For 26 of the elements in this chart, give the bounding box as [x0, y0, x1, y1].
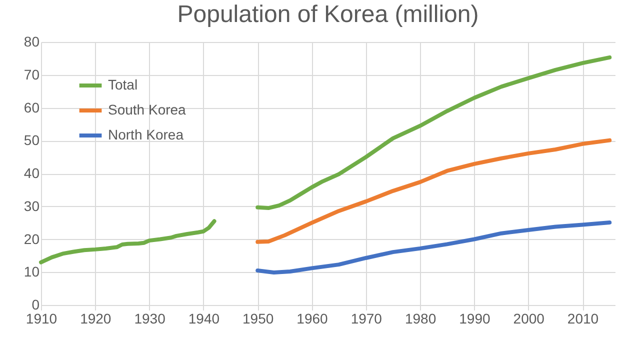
- line-series: [256, 138, 612, 244]
- x-tick-label: 1980: [404, 310, 436, 326]
- x-tick-label: 1990: [459, 310, 490, 326]
- legend-label: North Korea: [108, 126, 184, 142]
- y-tick-label: 10: [24, 264, 40, 280]
- y-tick-label: 40: [24, 165, 40, 181]
- line-series: [256, 220, 612, 274]
- y-tick-label: 70: [24, 66, 40, 82]
- y-tick-label: 60: [24, 99, 40, 116]
- chart-title: Population of Korea (million): [177, 1, 479, 28]
- y-tick-label: 50: [24, 132, 40, 148]
- x-tick-label: 1920: [80, 310, 112, 326]
- y-tick-label: 80: [24, 34, 40, 50]
- x-tick-label: 1910: [26, 310, 58, 326]
- x-tick-label: 2000: [513, 310, 545, 326]
- x-tick-label: 2010: [567, 310, 599, 326]
- x-tick-label: 1930: [134, 310, 166, 326]
- x-tick-label: 1940: [188, 310, 220, 326]
- legend-label: South Korea: [108, 102, 186, 118]
- y-tick-label: 30: [24, 198, 40, 214]
- y-tick-label: 0: [32, 296, 40, 312]
- x-tick-label: 1950: [242, 310, 274, 326]
- y-tick-label: 20: [24, 230, 40, 247]
- x-tick-label: 1970: [350, 310, 382, 326]
- x-tick-label: 1960: [296, 310, 328, 326]
- legend-label: Total: [108, 76, 138, 92]
